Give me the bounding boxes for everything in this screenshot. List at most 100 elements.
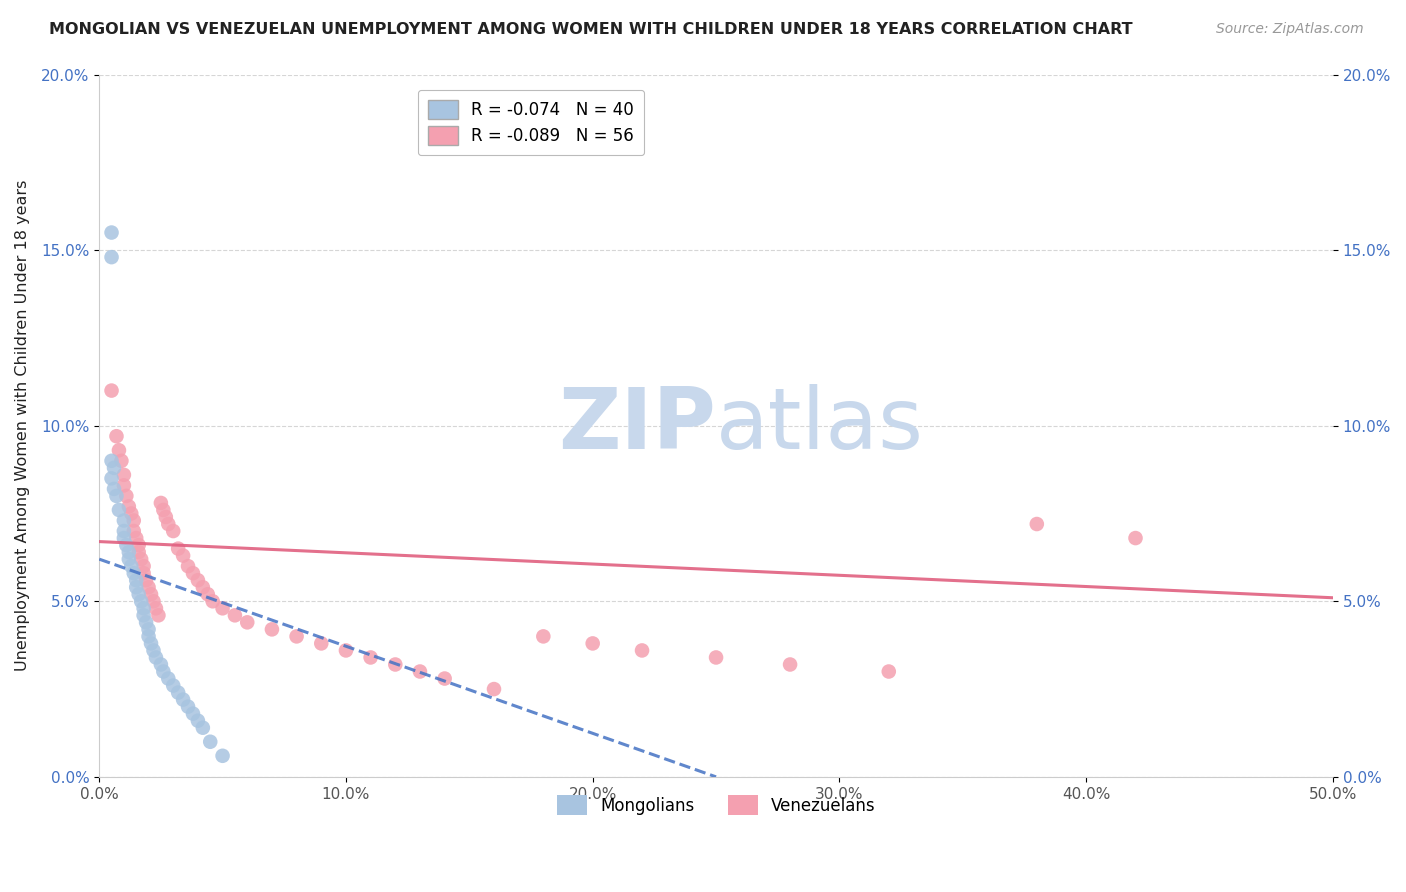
Point [115, 489, 138, 503]
Point [236, 615, 259, 630]
Point [122, 514, 145, 528]
Point [112, 514, 135, 528]
Point [181, 706, 204, 721]
Point [108, 443, 131, 458]
Point [197, 587, 219, 601]
Point [211, 601, 233, 615]
Point [149, 657, 172, 672]
Point [139, 636, 162, 650]
Text: Source: ZipAtlas.com: Source: ZipAtlas.com [1216, 22, 1364, 37]
Point [433, 672, 456, 686]
Point [177, 559, 200, 574]
Point [108, 503, 131, 517]
Point [1025, 516, 1047, 531]
Point [122, 566, 145, 581]
Point [177, 699, 200, 714]
Y-axis label: Unemployment Among Women with Children Under 18 years: Unemployment Among Women with Children U… [15, 180, 30, 672]
Text: atlas: atlas [716, 384, 924, 467]
Point [191, 721, 214, 735]
Point [110, 454, 132, 468]
Point [125, 580, 148, 594]
Point [112, 478, 135, 492]
Point [100, 384, 122, 398]
Point [142, 643, 165, 657]
Point [187, 714, 209, 728]
Point [260, 623, 283, 637]
Point [138, 629, 160, 643]
Point [122, 524, 145, 538]
Point [112, 531, 135, 545]
Point [125, 531, 148, 545]
Point [145, 650, 167, 665]
Point [118, 552, 141, 566]
Point [129, 594, 152, 608]
Point [132, 559, 155, 574]
Point [139, 587, 162, 601]
Point [187, 573, 209, 587]
Point [105, 429, 128, 443]
Point [157, 516, 180, 531]
Point [120, 559, 142, 574]
Point [100, 454, 122, 468]
Point [482, 682, 505, 697]
Point [409, 665, 432, 679]
Point [157, 672, 180, 686]
Point [531, 629, 554, 643]
Point [145, 601, 167, 615]
Point [103, 460, 125, 475]
Point [132, 601, 155, 615]
Point [115, 538, 138, 552]
Point [138, 623, 160, 637]
Point [128, 538, 150, 552]
Point [224, 608, 246, 623]
Text: MONGOLIAN VS VENEZUELAN UNEMPLOYMENT AMONG WOMEN WITH CHILDREN UNDER 18 YEARS CO: MONGOLIAN VS VENEZUELAN UNEMPLOYMENT AMO… [49, 22, 1133, 37]
Point [152, 665, 174, 679]
Point [162, 679, 184, 693]
Point [112, 467, 135, 482]
Point [877, 665, 900, 679]
Point [167, 685, 190, 699]
Point [181, 566, 204, 581]
Point [200, 735, 222, 749]
Point [105, 489, 128, 503]
Point [384, 657, 406, 672]
Point [582, 636, 605, 650]
Point [148, 608, 170, 623]
Point [128, 545, 150, 559]
Point [191, 580, 214, 594]
Point [172, 549, 194, 563]
Point [149, 496, 172, 510]
Point [112, 524, 135, 538]
Point [162, 524, 184, 538]
Point [138, 580, 160, 594]
Point [631, 643, 654, 657]
Point [704, 650, 727, 665]
Point [125, 573, 148, 587]
Point [335, 643, 357, 657]
Point [100, 250, 122, 264]
Point [103, 482, 125, 496]
Point [135, 615, 157, 630]
Point [120, 507, 142, 521]
Point [142, 594, 165, 608]
Point [100, 471, 122, 485]
Point [167, 541, 190, 556]
Point [311, 636, 333, 650]
Point [129, 552, 152, 566]
Point [100, 226, 122, 240]
Legend: Mongolians, Venezuelans: Mongolians, Venezuelans [547, 786, 886, 825]
Point [135, 573, 157, 587]
Point [779, 657, 801, 672]
Point [118, 500, 141, 514]
Point [1125, 531, 1147, 545]
Point [172, 692, 194, 706]
Point [132, 566, 155, 581]
Point [118, 545, 141, 559]
Point [152, 503, 174, 517]
Point [211, 748, 233, 763]
Point [201, 594, 224, 608]
Point [360, 650, 382, 665]
Point [132, 608, 155, 623]
Point [128, 587, 150, 601]
Point [285, 629, 308, 643]
